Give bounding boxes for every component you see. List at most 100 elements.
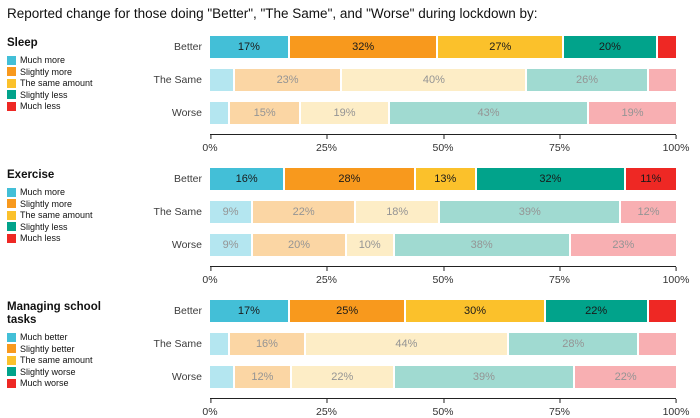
stacked-bar: 17% 32% 27% 20%: [210, 36, 676, 58]
chart-panel: Sleep Much more Slightly more The same amou…: [0, 36, 700, 155]
axis-tick-label: 100%: [663, 399, 689, 418]
axis-tick-label: 0%: [202, 399, 218, 418]
bar-segment: 15%: [230, 102, 300, 124]
panel-title: Sleep: [7, 37, 38, 49]
bar-segment: 11%: [625, 168, 676, 190]
axis-spacer: [150, 398, 210, 418]
bar-segment: 16%: [210, 168, 284, 190]
bar-row: The Same 9% 22% 18% 39% 12%: [150, 201, 676, 223]
x-axis-row: 0% 25% 50% 75% 100%: [150, 398, 689, 418]
row-category-label: Better: [173, 173, 202, 185]
bar-segment: 18%: [355, 201, 439, 223]
legend-item: Slightly more: [7, 67, 150, 77]
row-category-label: Worse: [171, 107, 202, 119]
legend: Much more Slightly more The same amount Sli…: [7, 187, 150, 243]
bar-segment: 22%: [253, 201, 354, 223]
bar-segment: 43%: [390, 102, 587, 124]
legend-item: Slightly more: [7, 199, 150, 209]
legend-swatch: [7, 378, 16, 388]
legend-label: Much less: [20, 101, 61, 111]
axis-tick-label: 75%: [549, 399, 570, 418]
legend-swatch: [7, 67, 16, 76]
bar-segment: 9%: [210, 234, 252, 256]
bar-segment: [639, 333, 676, 355]
legend-swatch: [7, 332, 16, 342]
axis-tick-label: 50%: [432, 135, 454, 154]
panel-plot-area: Better 17% 25% 30% 22% The Same 16% 44% 28% Worse…: [150, 300, 700, 418]
bar-row: Worse 15% 19% 43% 19%: [150, 102, 676, 124]
panel-left-column: Managing school tasks Much better Slightly…: [0, 300, 150, 418]
bar-segment: 39%: [440, 201, 620, 223]
chart-panel: Exercise Much more Slightly more The same a…: [0, 168, 700, 287]
axis-tick-label: 25%: [316, 135, 337, 154]
panel-left-column: Exercise Much more Slightly more The same a…: [0, 168, 150, 287]
bar-row: Worse 9% 20% 10% 38% 23%: [150, 234, 676, 256]
legend-swatch: [7, 355, 16, 365]
legend: Much more Slightly more The same amount Sli…: [7, 55, 150, 111]
bar-segment: [657, 36, 676, 58]
row-category-label: Worse: [171, 371, 202, 383]
legend-label: Slightly more: [20, 198, 73, 209]
axis-tick-label: 50%: [432, 399, 454, 418]
bar-segment: 28%: [285, 168, 414, 190]
bar-row: Better 17% 25% 30% 22%: [150, 300, 677, 322]
chart-panel: Managing school tasks Much better Slightly…: [0, 300, 700, 418]
legend-label: Slightly worse: [20, 366, 76, 377]
bar-segment: 23%: [234, 69, 341, 91]
bar-segment: 19%: [588, 102, 676, 124]
bar-row: Better 17% 32% 27% 20%: [150, 36, 676, 58]
axis-tick-label: 75%: [549, 267, 570, 286]
legend-swatch: [7, 55, 16, 65]
legend-item: Much more: [7, 187, 150, 197]
x-axis: 0% 25% 50% 75% 100%: [202, 266, 689, 287]
bar-segment: 13%: [415, 168, 476, 190]
legend-label: Much less: [20, 233, 61, 243]
x-axis-row: 0% 25% 50% 75% 100%: [150, 134, 689, 155]
bar-segment: [648, 69, 677, 91]
axis-tick-label: 75%: [549, 135, 570, 154]
axis-spacer: [150, 266, 210, 287]
row-category-label: The Same: [153, 74, 202, 86]
legend-item: Much worse: [7, 378, 150, 388]
axis-tick-label: 50%: [432, 267, 454, 286]
bar-segment: 32%: [477, 168, 624, 190]
stacked-bar: 9% 20% 10% 38% 23%: [210, 234, 676, 256]
panel-title: Exercise: [7, 169, 55, 181]
charts-container: Sleep Much more Slightly more The same amou…: [0, 36, 700, 418]
legend-label: Slightly more: [20, 66, 73, 77]
bar-segment: [210, 69, 233, 91]
bar-segment: [210, 366, 233, 388]
stacked-bar: 23% 40% 26%: [210, 69, 677, 91]
bar-segment: 22%: [291, 366, 393, 388]
stacked-bar: 17% 25% 30% 22%: [210, 300, 677, 322]
axis-tick-label: 100%: [663, 135, 689, 154]
legend-swatch: [7, 78, 16, 88]
x-axis-row: 0% 25% 50% 75% 100%: [150, 266, 689, 287]
row-category-label: Better: [173, 41, 202, 53]
legend-swatch: [7, 187, 16, 197]
bar-segment: 40%: [342, 69, 526, 91]
legend-label: Much better: [20, 332, 68, 342]
legend-swatch: [7, 90, 16, 99]
bar-row: Worse 12% 22% 39% 22%: [150, 366, 677, 388]
bar-segment: [210, 333, 229, 355]
row-category-label: Better: [173, 305, 202, 317]
bar-segment: 23%: [570, 234, 676, 256]
bar-segment: 28%: [509, 333, 638, 355]
stacked-bar: 9% 22% 18% 39% 12%: [210, 201, 676, 223]
bar-segment: 9%: [210, 201, 252, 223]
bar-segment: 44%: [305, 333, 508, 355]
stacked-bar: 16% 28% 13% 32% 11%: [210, 168, 676, 190]
legend-item: Much less: [7, 233, 150, 243]
bar-segment: [648, 300, 677, 322]
bar-segment: 20%: [564, 36, 656, 58]
legend-label: Slightly less: [20, 221, 68, 232]
axis-tick-label: 100%: [663, 267, 689, 286]
legend-label: The same amount: [20, 210, 93, 220]
legend-item: Slightly worse: [7, 367, 150, 377]
bar-segment: 25%: [289, 300, 405, 322]
row-category-label: The Same: [153, 206, 202, 218]
bar-segment: 17%: [210, 36, 288, 58]
legend-swatch: [7, 344, 16, 353]
bar-segment: 17%: [210, 300, 288, 322]
